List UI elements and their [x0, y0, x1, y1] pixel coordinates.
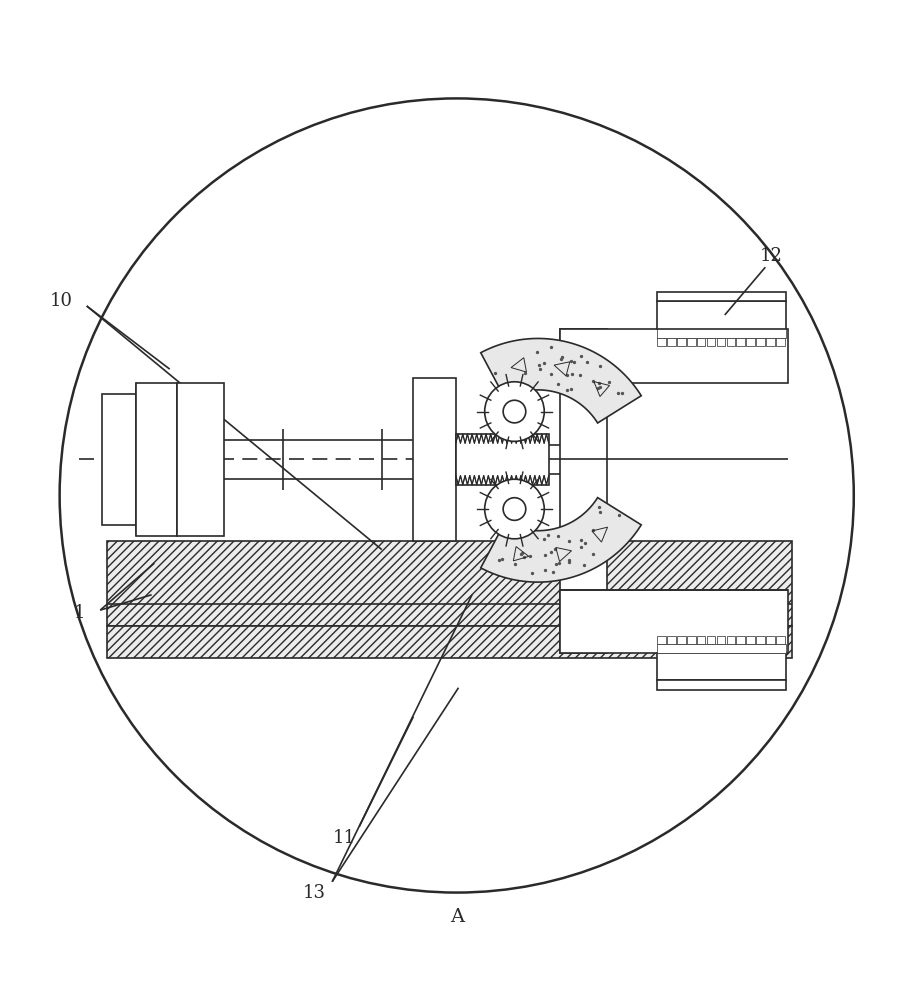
Circle shape: [503, 400, 526, 423]
Bar: [716, 636, 725, 644]
Circle shape: [503, 498, 526, 520]
Bar: [657, 680, 786, 690]
Bar: [686, 636, 696, 644]
Bar: [657, 338, 666, 346]
Text: 13: 13: [302, 884, 326, 902]
Bar: [696, 636, 706, 644]
Bar: [726, 338, 735, 346]
Bar: [736, 338, 745, 346]
Bar: [756, 338, 765, 346]
Bar: [686, 338, 696, 346]
Bar: [667, 636, 676, 644]
Bar: [456, 434, 548, 485]
Bar: [736, 636, 745, 644]
Bar: [696, 338, 706, 346]
Bar: [102, 394, 136, 525]
Bar: [776, 636, 785, 644]
Circle shape: [485, 382, 544, 441]
Polygon shape: [480, 498, 641, 582]
Circle shape: [485, 479, 544, 539]
Bar: [766, 338, 775, 346]
Text: A: A: [449, 908, 464, 926]
Bar: [676, 338, 686, 346]
Bar: [706, 338, 716, 346]
Bar: [676, 636, 686, 644]
Bar: [657, 644, 786, 653]
Bar: [657, 301, 786, 329]
Bar: [746, 636, 755, 644]
Bar: [776, 338, 785, 346]
Bar: [756, 636, 765, 644]
Bar: [657, 636, 666, 644]
Bar: [726, 636, 735, 644]
Polygon shape: [106, 626, 793, 658]
Bar: [177, 383, 224, 536]
Bar: [706, 636, 716, 644]
Polygon shape: [480, 338, 641, 423]
Bar: [716, 338, 725, 346]
Bar: [657, 329, 786, 338]
Bar: [667, 338, 676, 346]
Text: 11: 11: [332, 829, 355, 847]
Bar: [413, 378, 456, 541]
Bar: [560, 590, 788, 653]
Text: 12: 12: [760, 247, 783, 265]
Bar: [746, 338, 755, 346]
Bar: [136, 383, 177, 536]
Bar: [560, 329, 788, 383]
Text: 1: 1: [74, 604, 85, 622]
Bar: [560, 329, 607, 653]
Polygon shape: [106, 541, 793, 626]
Text: 10: 10: [50, 292, 73, 310]
Bar: [766, 636, 775, 644]
Bar: [657, 292, 786, 301]
Bar: [657, 653, 786, 680]
